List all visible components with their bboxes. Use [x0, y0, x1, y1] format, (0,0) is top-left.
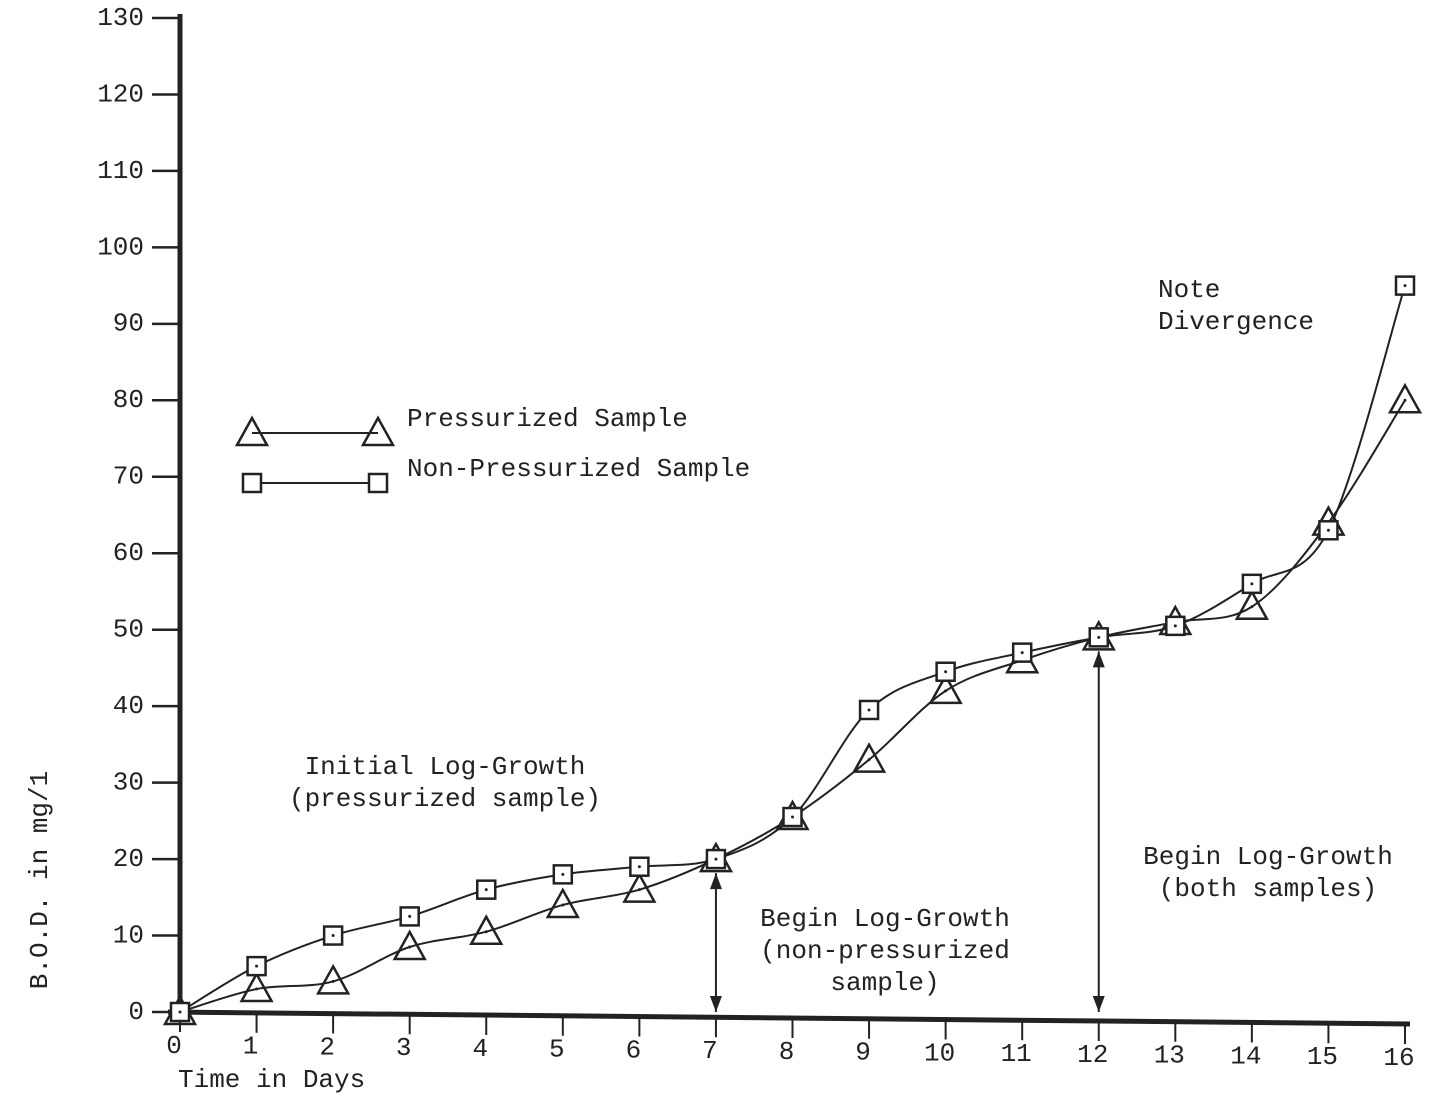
y-tick-label: 110 — [97, 156, 144, 186]
triangle-marker — [234, 415, 270, 447]
annotation: Initial Log-Growth — [305, 752, 586, 782]
arrow-head — [709, 873, 722, 890]
legend-label: Pressurized Sample — [407, 404, 688, 434]
marker-dot — [561, 872, 565, 876]
marker-dot — [178, 1010, 182, 1014]
marker-dot — [484, 888, 488, 892]
y-tick-label: 90 — [113, 309, 144, 339]
x-tick-label: 5 — [549, 1035, 565, 1065]
y-tick-label: 130 — [97, 3, 144, 33]
marker-dot — [1403, 398, 1407, 402]
marker-dot — [408, 945, 412, 949]
x-tick-label: 15 — [1307, 1042, 1338, 1072]
marker-dot — [944, 670, 948, 674]
x-tick-label: 3 — [396, 1033, 412, 1063]
x-tick-label: 16 — [1383, 1043, 1414, 1073]
marker-dot — [867, 708, 871, 712]
square-marker — [367, 472, 389, 494]
triangle-marker — [316, 963, 351, 995]
y-axis-label: B.O.D. in mg/1 — [25, 771, 55, 989]
y-tick-label: 80 — [113, 385, 144, 415]
triangle-marker — [928, 673, 963, 705]
annotation: Note — [1158, 275, 1220, 305]
annotation: Begin Log-Growth — [760, 904, 1010, 934]
triangle-marker — [360, 415, 396, 447]
marker-dot — [255, 964, 259, 968]
annotation: (both samples) — [1159, 874, 1377, 904]
y-tick-label: 10 — [113, 920, 144, 950]
y-tick-label: 120 — [97, 79, 144, 109]
triangle-marker — [469, 914, 504, 945]
y-tick-label: 40 — [113, 691, 144, 721]
triangle-marker — [1234, 589, 1270, 621]
marker-dot — [561, 903, 565, 907]
x-tick-label: 13 — [1154, 1041, 1185, 1071]
triangle-marker — [545, 887, 580, 919]
triangle-marker — [392, 929, 427, 961]
y-tick-label: 100 — [97, 232, 144, 262]
x-axis-label: Time in Days — [178, 1065, 365, 1095]
marker-dot — [331, 979, 335, 983]
annotation: sample) — [830, 968, 939, 998]
x-tick-label: 10 — [924, 1038, 955, 1068]
x-tick-label: 2 — [319, 1032, 335, 1062]
marker-dot — [1097, 635, 1101, 639]
triangle-marker — [1387, 382, 1423, 414]
legend-label: Non-Pressurized Sample — [407, 454, 750, 484]
x-axis — [167, 1009, 1411, 1027]
y-tick-label: 70 — [113, 462, 144, 492]
marker-dot — [637, 888, 641, 892]
annotation: Begin Log-Growth — [1143, 842, 1393, 872]
marker-dot — [1250, 582, 1254, 586]
marker-dot — [331, 934, 335, 938]
marker-dot — [1020, 651, 1024, 655]
annotation: (pressurized sample) — [289, 784, 601, 814]
triangle-marker — [239, 971, 274, 1003]
x-tick-label: 8 — [779, 1037, 795, 1067]
y-tick-label: 50 — [113, 615, 144, 645]
annotation: Divergence — [1158, 307, 1314, 337]
y-tick-label: 30 — [113, 767, 144, 797]
marker-dot — [1173, 624, 1177, 628]
x-tick-label: 11 — [1001, 1039, 1032, 1069]
annotation: (non-pressurized — [760, 936, 1010, 966]
marker-dot — [791, 815, 794, 819]
arrow-head — [1092, 651, 1105, 668]
triangle-marker — [851, 742, 887, 773]
marker-dot — [944, 689, 948, 693]
y-tick-label: 20 — [113, 844, 144, 874]
marker-dot — [1403, 284, 1407, 288]
x-tick-label: 14 — [1230, 1041, 1261, 1071]
x-tick-label: 0 — [166, 1031, 182, 1061]
x-tick-label: 12 — [1077, 1040, 1108, 1070]
x-tick-label: 9 — [855, 1038, 871, 1068]
marker-dot — [408, 914, 412, 918]
y-tick-label: 60 — [113, 538, 144, 568]
marker-dot — [637, 865, 641, 869]
arrow-head — [709, 996, 722, 1012]
marker-dot — [867, 758, 871, 762]
triangle-marker — [622, 872, 657, 903]
x-tick-label: 6 — [626, 1035, 642, 1065]
marker-dot — [1250, 605, 1254, 609]
x-tick-label: 7 — [702, 1036, 718, 1066]
x-tick-label: 4 — [472, 1034, 488, 1064]
marker-dot — [714, 857, 718, 861]
marker-dot — [1326, 528, 1330, 532]
marker-dot — [255, 987, 259, 991]
marker-dot — [484, 930, 488, 934]
x-tick-label: 1 — [243, 1032, 259, 1062]
square-marker — [241, 472, 263, 494]
arrow-head — [1092, 996, 1105, 1012]
y-tick-label: 0 — [128, 997, 144, 1027]
